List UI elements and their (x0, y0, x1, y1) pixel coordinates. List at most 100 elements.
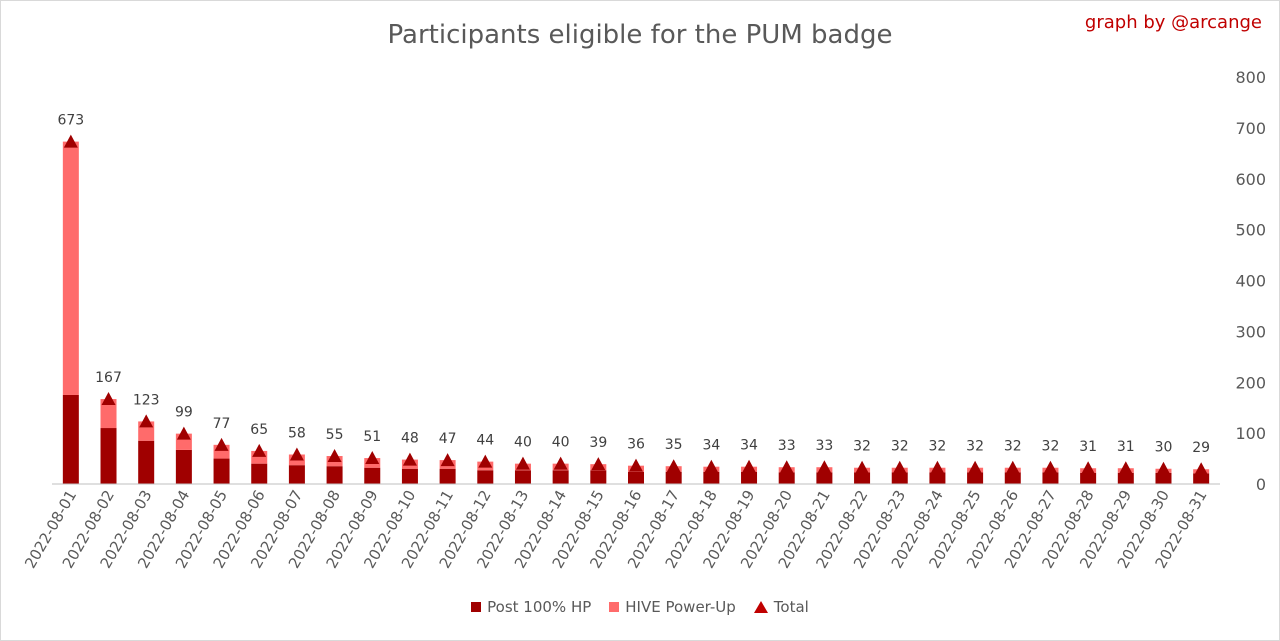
legend-item-post: Post 100% HP (471, 598, 591, 616)
data-label: 47 (439, 431, 457, 447)
legend-swatch-powerup (609, 602, 620, 612)
bar-post-hp (514, 470, 531, 484)
bar-post-hp (628, 471, 644, 484)
legend-triangle-icon (753, 601, 768, 613)
bar-post-hp (401, 468, 418, 484)
data-label: 32 (966, 439, 984, 455)
data-label: 33 (815, 438, 833, 454)
total-marker (1156, 461, 1171, 475)
y-tick-label: 500 (1235, 221, 1266, 240)
total-marker (63, 134, 78, 148)
legend-label-post: Post 100% HP (487, 598, 592, 616)
total-marker (440, 453, 455, 467)
legend-item-powerup: HIVE Power-Up (609, 598, 736, 616)
bar-post-hp (816, 472, 833, 484)
bar-post-hp (1080, 472, 1097, 484)
total-marker (327, 449, 342, 463)
axis-layer: 01002003004005006007008002022-08-012022-… (21, 68, 1266, 572)
total-marker (704, 459, 719, 473)
data-label: 33 (778, 438, 796, 454)
bar-post-hp (288, 465, 305, 484)
bar-hive-powerup (100, 399, 117, 429)
data-label: 34 (740, 438, 758, 454)
total-marker (478, 454, 493, 468)
data-label: 99 (175, 405, 193, 421)
data-label: 48 (401, 431, 419, 447)
data-label: 36 (627, 437, 645, 453)
bar-post-hp (1155, 472, 1172, 484)
data-label: 31 (1117, 439, 1135, 455)
bar-post-hp (175, 449, 192, 484)
bar-post-hp (138, 440, 155, 484)
bar-post-hp (477, 470, 494, 484)
bar-post-hp (62, 394, 79, 484)
legend: Post 100% HP HIVE Power-Up Total (0, 598, 1280, 616)
data-label: 32 (891, 439, 909, 455)
data-label: 32 (1042, 439, 1060, 455)
data-label: 30 (1155, 440, 1173, 456)
total-marker (365, 451, 380, 465)
data-label: 40 (514, 435, 532, 451)
bar-post-hp (1193, 473, 1210, 484)
data-label: 167 (95, 370, 122, 386)
data-label: 58 (288, 425, 306, 441)
bar-post-hp (1042, 472, 1059, 484)
total-marker (214, 437, 229, 451)
data-label: 34 (702, 438, 720, 454)
legend-swatch-post (471, 602, 482, 612)
data-label: 123 (133, 392, 160, 408)
bar-post-hp (1004, 472, 1021, 484)
bar-post-hp (967, 472, 984, 484)
bar-post-hp (741, 471, 758, 484)
total-marker (629, 458, 643, 472)
data-label: 35 (665, 437, 683, 453)
data-label: 65 (250, 422, 268, 438)
total-marker (1118, 461, 1133, 475)
bar-post-hp (778, 472, 795, 484)
total-marker (855, 460, 870, 474)
bar-hive-powerup (62, 141, 79, 395)
data-label: 39 (589, 435, 607, 451)
y-tick-label: 800 (1235, 68, 1266, 87)
data-label: 673 (57, 113, 84, 129)
data-label: 77 (213, 416, 231, 432)
bar-post-hp (854, 472, 871, 484)
y-tick-label: 300 (1235, 322, 1266, 341)
total-marker (1005, 460, 1020, 474)
total-marker (591, 457, 606, 471)
bar-post-hp (703, 471, 720, 484)
legend-item-total: Total (753, 598, 809, 616)
total-marker (1043, 460, 1058, 474)
data-label: 32 (929, 439, 947, 455)
bar-post-hp (552, 470, 569, 484)
y-tick-label: 0 (1256, 475, 1266, 494)
total-marker (817, 460, 832, 474)
bar-post-hp (326, 466, 343, 484)
total-marker (252, 443, 267, 457)
y-tick-label: 700 (1235, 119, 1266, 138)
data-label: 29 (1192, 440, 1210, 456)
total-marker (553, 456, 568, 470)
bar-post-hp (891, 472, 908, 484)
bars-layer: 673 167 123 99 77 65 58 55 51 48 47 44 40 40 39 36 35 34 3… (57, 113, 1210, 484)
y-tick-label: 200 (1235, 373, 1266, 392)
total-marker (101, 392, 116, 406)
total-marker (176, 426, 191, 440)
total-marker (515, 456, 530, 470)
data-label: 44 (476, 433, 494, 449)
data-label: 55 (326, 427, 344, 443)
legend-label-powerup: HIVE Power-Up (625, 598, 736, 616)
bar-post-hp (251, 463, 268, 484)
total-marker (968, 460, 983, 474)
legend-label-total: Total (773, 598, 809, 616)
chart-title: Participants eligible for the PUM badge (387, 20, 893, 50)
total-marker (139, 414, 154, 428)
total-marker (1194, 462, 1209, 476)
data-label: 32 (853, 439, 871, 455)
total-marker (930, 460, 945, 474)
bar-post-hp (1117, 472, 1134, 484)
data-label: 31 (1079, 439, 1097, 455)
data-label: 40 (552, 435, 570, 451)
